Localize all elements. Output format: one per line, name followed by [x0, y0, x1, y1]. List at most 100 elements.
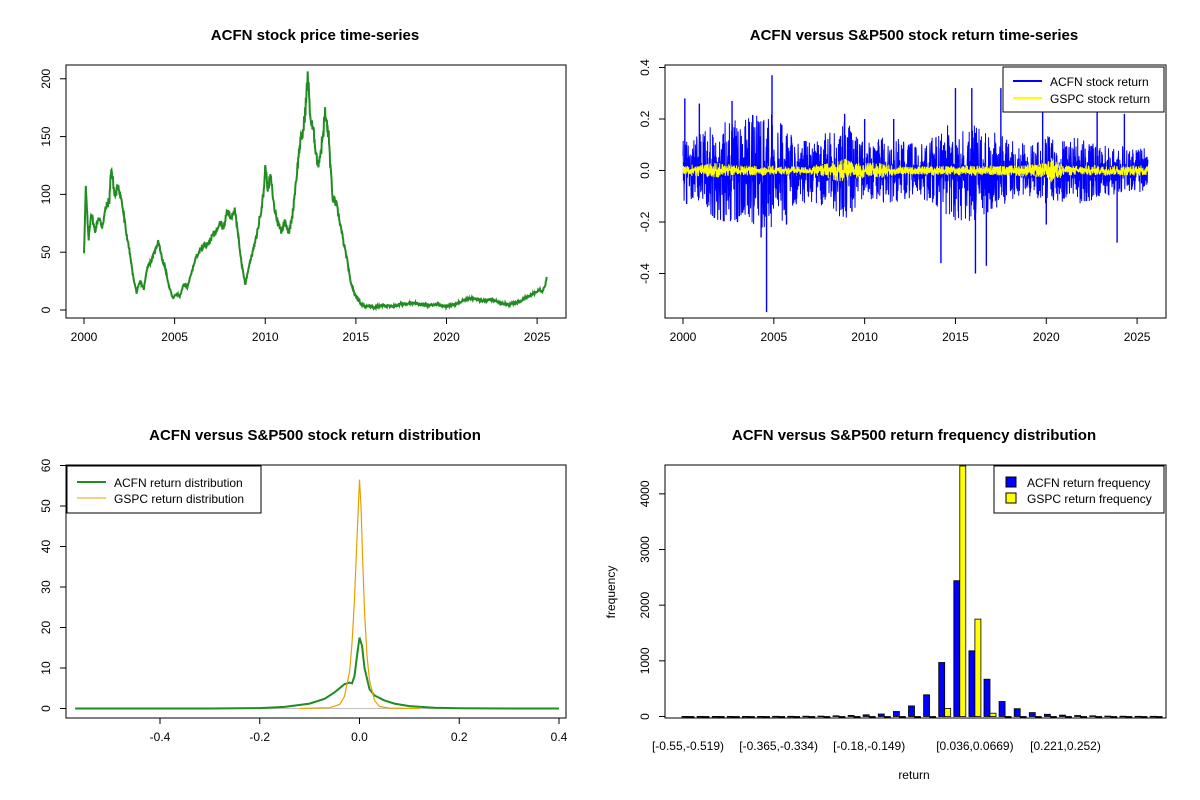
- acfn-frequency-bar: [1134, 715, 1142, 718]
- acfn-frequency-bar: [711, 716, 719, 718]
- histogram-x-tick-label: [0.221,0.252): [1030, 739, 1101, 753]
- price-chart-title: ACFN stock price time-series: [211, 27, 419, 44]
- acfn-frequency-bar: [953, 580, 961, 717]
- price-x-tick-label: 2000: [71, 330, 98, 344]
- density-legend-box: [66, 465, 262, 514]
- acfn-frequency-bar: [877, 713, 885, 717]
- returns-y-tick-label: 0.2: [638, 110, 652, 127]
- price-y-tick-label: 200: [39, 68, 53, 88]
- histogram-x-tick-label: [0.036,0.0669): [936, 739, 1013, 753]
- legend-label-acfn-distribution: ACFN return distribution: [114, 476, 243, 490]
- returns-y-tick-label: 0.0: [638, 162, 652, 179]
- histogram-y-axis-label: frequency: [604, 566, 618, 619]
- gspc-frequency-bar: [929, 716, 936, 718]
- panel-return-distribution: ACFN versus S&P500 stock return distribu…: [39, 427, 568, 744]
- price-y-tick-label: 150: [39, 126, 53, 146]
- returns-x-tick-label: 2005: [760, 330, 787, 344]
- acfn-frequency-bar: [1059, 714, 1066, 717]
- gspc-frequency-bar: [823, 716, 831, 718]
- gspc-density-curve: [299, 479, 420, 710]
- acfn-frequency-bar: [802, 715, 810, 718]
- gspc-frequency-bar: [1125, 716, 1133, 718]
- legend-label-gspc-return: GSPC stock return: [1050, 92, 1150, 106]
- returns-x-tick-label: 2015: [942, 330, 969, 344]
- gspc-frequency-bar: [974, 618, 982, 717]
- histogram-legend-box: [993, 465, 1165, 514]
- gspc-frequency-bar: [1080, 716, 1087, 718]
- histogram-x-tick-label: [-0.365,-0.334): [739, 739, 818, 753]
- returns-y-tick-label: -0.2: [638, 211, 652, 232]
- acfn-frequency-bar: [1089, 715, 1097, 717]
- gspc-frequency-bar: [899, 716, 906, 718]
- acfn-frequency-bar: [1028, 712, 1036, 717]
- acfn-frequency-bar: [742, 716, 749, 718]
- gspc-frequency-bar: [959, 465, 967, 717]
- returns-y-tick-label: -0.4: [638, 263, 652, 284]
- returns-legend-box: [1002, 66, 1165, 113]
- returns-x-tick-label: 2020: [1033, 330, 1060, 344]
- price-x-tick-label: 2015: [343, 330, 370, 344]
- acfn-frequency-bar: [847, 715, 855, 717]
- gspc-frequency-bar: [1050, 716, 1057, 718]
- price-y-tick-label: 50: [39, 245, 53, 259]
- gspc-frequency-bar: [1155, 716, 1163, 718]
- gspc-frequency-bar: [702, 716, 710, 718]
- gspc-frequency-bar: [838, 716, 846, 718]
- acfn-frequency-bar: [938, 662, 946, 717]
- acfn-frequency-bar: [726, 716, 734, 718]
- density-x-tick-label: 0.0: [351, 730, 368, 744]
- gspc-frequency-bar: [868, 716, 876, 718]
- gspc-frequency-bar: [793, 716, 801, 718]
- legend-label-gspc-frequency: GSPC return frequency: [1027, 492, 1152, 506]
- acfn-frequency-bar: [772, 715, 779, 718]
- acfn-frequency-bar: [681, 716, 689, 718]
- acfn-frequency-bar: [968, 650, 976, 717]
- gspc-frequency-bar: [1034, 716, 1042, 718]
- histogram-x-axis-label: return: [898, 768, 929, 782]
- gspc-frequency-bar: [853, 716, 861, 718]
- gspc-frequency-bar: [778, 716, 785, 718]
- panel-return-frequency: ACFN versus S&P500 return frequency dist…: [604, 427, 1167, 782]
- acfn-frequency-bar: [862, 714, 870, 717]
- acfn-frequency-bar: [1119, 715, 1127, 718]
- gspc-frequency-bar: [1095, 716, 1103, 718]
- gspc-frequency-bar: [1140, 716, 1148, 718]
- legend-swatch-acfn-frequency: [1005, 476, 1017, 488]
- density-x-tick-label: 0.4: [551, 730, 568, 744]
- legend-label-acfn-frequency: ACFN return frequency: [1027, 476, 1150, 490]
- histogram-y-tick-label: 1000: [638, 647, 652, 674]
- price-y-tick-label: 0: [39, 306, 53, 313]
- gspc-frequency-bar: [883, 716, 891, 718]
- acfn-frequency-bar: [1013, 708, 1021, 717]
- acfn-density-curve: [75, 637, 559, 710]
- price-x-tick-label: 2025: [524, 330, 551, 344]
- returns-x-tick-label: 2000: [670, 330, 697, 344]
- acfn-frequency-bar: [998, 701, 1006, 717]
- gspc-frequency-bar: [989, 712, 997, 717]
- gspc-frequency-bar: [687, 716, 695, 718]
- histogram-chart-title: ACFN versus S&P500 return frequency dist…: [732, 427, 1096, 444]
- acfn-frequency-bar: [1074, 715, 1081, 717]
- acfn-frequency-bar: [817, 715, 825, 718]
- density-legend: ACFN return distribution GSPC return dis…: [66, 465, 262, 514]
- returns-chart-title: ACFN versus S&P500 stock return time-ser…: [750, 27, 1078, 44]
- acfn-frequency-bar: [1149, 715, 1157, 718]
- returns-y-tick-label: 0.4: [638, 59, 652, 76]
- density-y-tick-label: 0: [39, 705, 53, 712]
- gspc-frequency-bar: [763, 716, 770, 718]
- histogram-x-tick-label: [-0.55,-0.519): [652, 739, 724, 753]
- acfn-frequency-bar: [1104, 715, 1112, 718]
- returns-legend: ACFN stock return GSPC stock return: [1002, 66, 1165, 113]
- acfn-frequency-bar: [908, 705, 915, 717]
- gspc-frequency-bar: [748, 716, 755, 718]
- histogram-legend: ACFN return frequency GSPC return freque…: [993, 465, 1165, 514]
- returns-x-tick-label: 2025: [1124, 330, 1151, 344]
- gspc-frequency-bar: [808, 716, 816, 718]
- gspc-frequency-bar: [944, 708, 952, 717]
- density-x-tick-label: 0.2: [451, 730, 468, 744]
- price-y-tick-label: 100: [39, 184, 53, 204]
- histogram-y-tick-label: 2000: [638, 591, 652, 618]
- acfn-frequency-bar: [1044, 713, 1051, 717]
- price-x-tick-label: 2010: [252, 330, 279, 344]
